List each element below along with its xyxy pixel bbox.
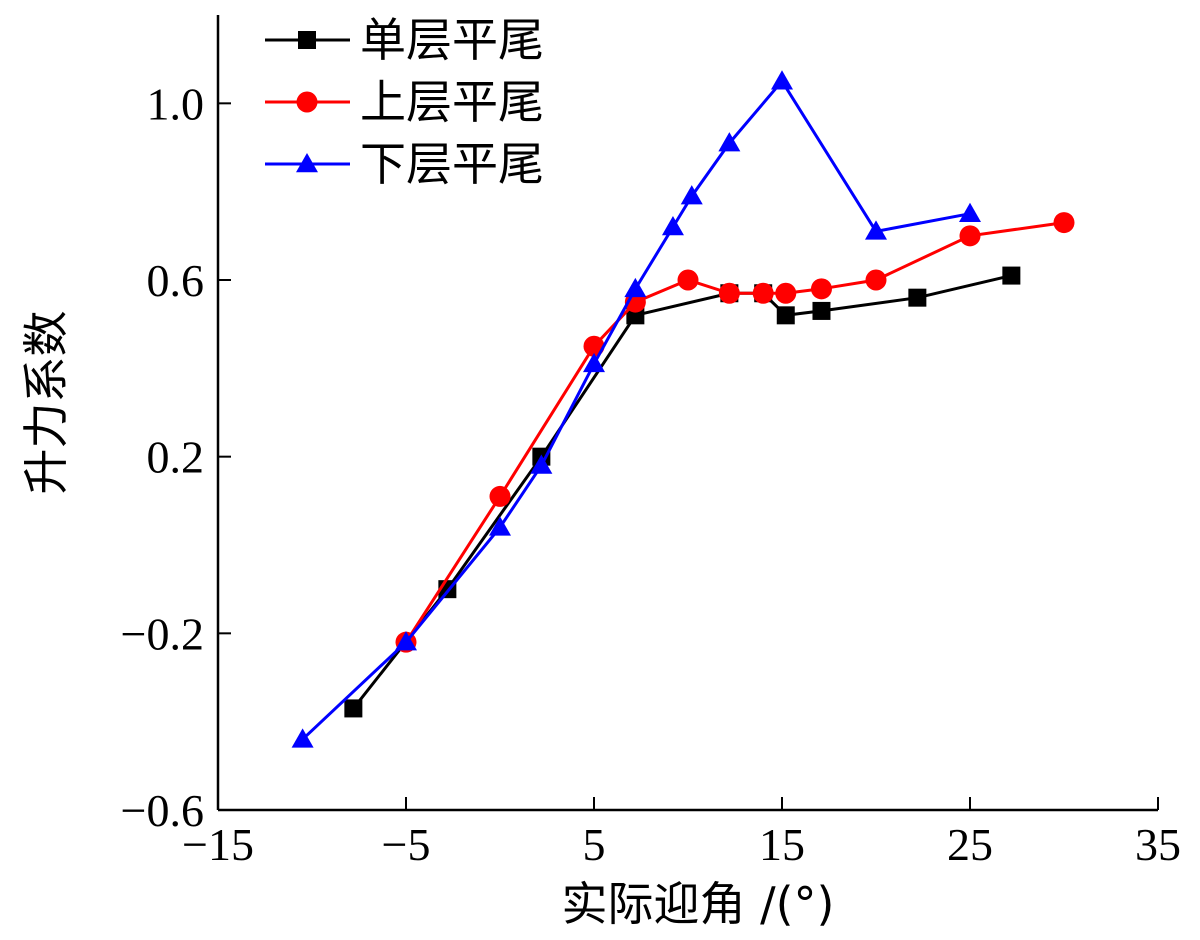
y-tick-label: 0.2 [147, 432, 205, 483]
series-group [291, 70, 1075, 748]
data-point [959, 202, 981, 222]
data-point [771, 70, 793, 90]
data-point [776, 306, 795, 325]
data-point [489, 516, 511, 536]
data-point [865, 269, 887, 291]
data-point [624, 277, 647, 298]
data-point [530, 454, 553, 474]
data-point [752, 282, 774, 304]
legend-item: 单层平尾 [265, 13, 544, 67]
data-point [959, 225, 981, 247]
data-point [291, 728, 314, 748]
data-point [810, 278, 832, 300]
data-point [775, 282, 797, 304]
series-line [404, 221, 1065, 644]
data-point [583, 352, 605, 373]
y-tick-label: 1.0 [147, 78, 205, 129]
legend-item: 上层平尾 [265, 75, 544, 129]
data-point [677, 269, 699, 291]
series-line [352, 274, 1012, 710]
x-tick-label: 15 [759, 819, 805, 870]
axes-group: −15 −5 5 15 25 35 −0.6 −0.2 0.2 0.6 1.0 [121, 15, 1181, 870]
data-point [718, 282, 740, 304]
data-point [908, 288, 927, 307]
series-3 [291, 70, 981, 748]
y-axis-title: 升力系数 [19, 311, 73, 495]
legend-label: 单层平尾 [360, 13, 544, 67]
data-point [718, 132, 741, 152]
y-tick-label: 0.6 [147, 255, 205, 306]
data-point [489, 485, 511, 507]
data-point [865, 220, 887, 240]
y-tick-label: −0.2 [121, 608, 204, 659]
legend-marker [296, 91, 318, 113]
legend-marker [298, 31, 316, 49]
data-point [1053, 212, 1075, 234]
x-tick-label: −15 [182, 819, 254, 870]
data-point [1002, 266, 1021, 285]
x-tick-label: 5 [583, 819, 606, 870]
legend-label: 下层平尾 [360, 137, 544, 191]
x-tick-label: 25 [947, 819, 993, 870]
x-axis-title: 实际迎角 /(°) [561, 877, 834, 931]
data-point [344, 699, 363, 718]
data-point [812, 301, 831, 320]
data-point [661, 216, 684, 236]
y-tick-label: −0.6 [121, 785, 204, 836]
series-2 [395, 212, 1075, 653]
legend-marker [296, 153, 318, 173]
data-point [680, 185, 703, 205]
x-tick-label: −5 [382, 819, 431, 870]
x-tick-label: 35 [1135, 819, 1181, 870]
series-1 [344, 266, 1021, 718]
legend-item: 下层平尾 [265, 137, 544, 191]
data-point [395, 631, 417, 651]
series-line [301, 78, 971, 741]
legend-label: 上层平尾 [360, 75, 544, 129]
